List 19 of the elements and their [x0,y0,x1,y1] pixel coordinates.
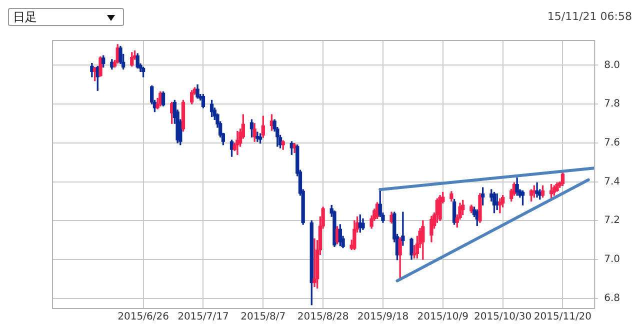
x-tick-label: 2015/8/28 [297,312,349,323]
x-tick-label: 2015/10/30 [474,312,532,323]
x-tick-label: 2015/10/9 [417,312,469,323]
y-tick-label: 6.8 [604,292,620,304]
x-tick-label: 2015/11/20 [534,312,592,323]
text: 日足 [13,8,37,26]
y-tick-label: 8.0 [604,60,620,71]
x-tick-label: 2015/6/26 [118,312,169,323]
x-tick-label: 2015/8/7 [240,312,286,323]
candlestick [401,212,405,246]
y-tick-label: 7.2 [604,215,620,226]
y-tick-label: 7.8 [604,98,620,110]
text: 15/11/21 06:58 [547,10,632,23]
y-tick-label: 7.4 [604,176,620,188]
y-tick-label: 7.6 [604,138,620,149]
x-tick-label: 2015/9/18 [357,312,409,323]
candlestick [312,238,316,287]
x-tick-label: 2015/7/17 [178,312,229,323]
y-tick-label: 7.0 [604,254,620,266]
